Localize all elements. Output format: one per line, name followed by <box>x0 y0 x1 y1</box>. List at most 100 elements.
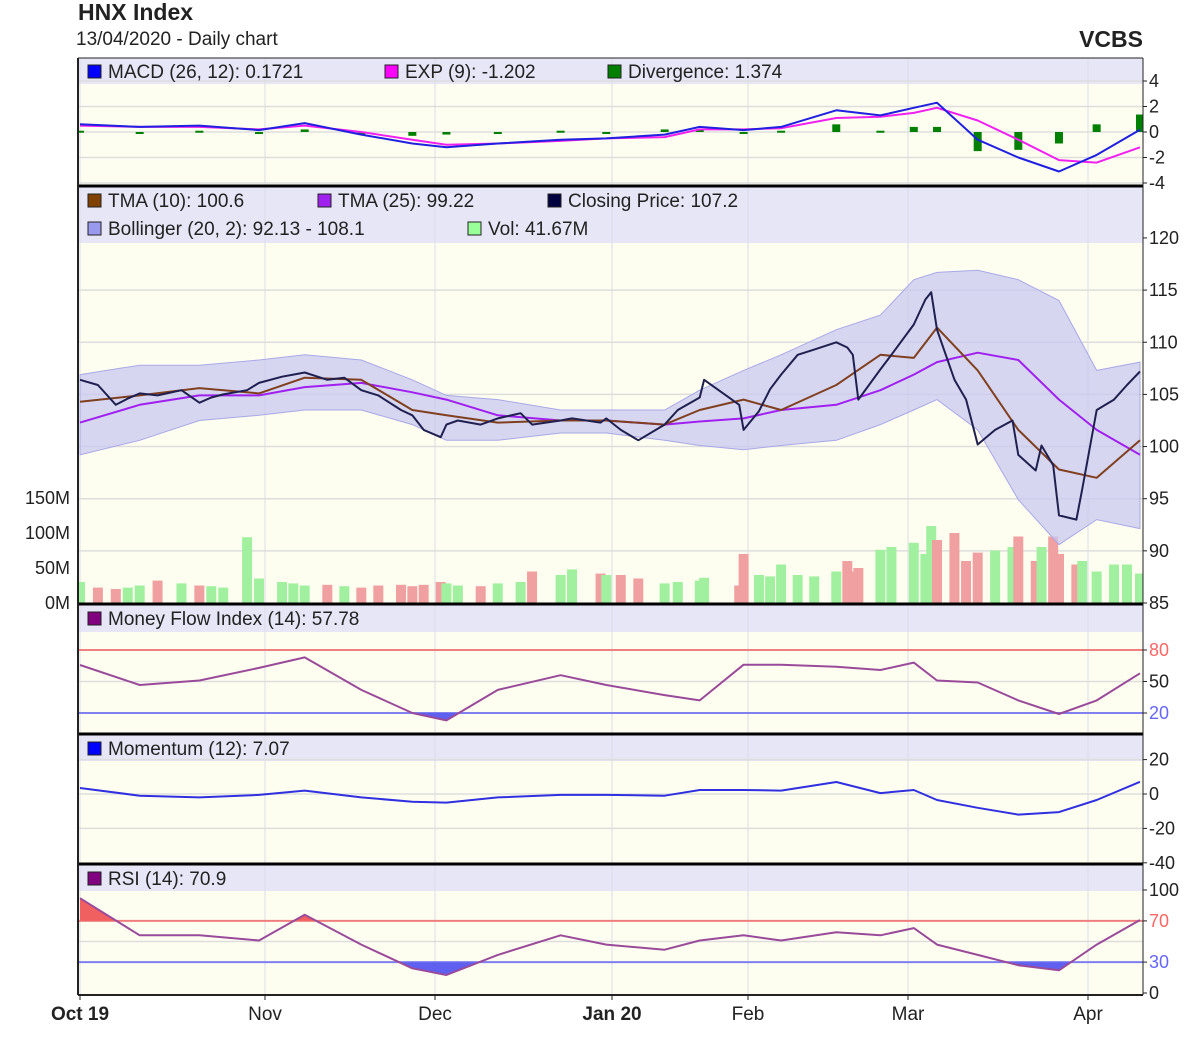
x-tick-label: Nov <box>248 1004 282 1025</box>
price-legend-label: Closing Price: 107.2 <box>568 191 738 212</box>
volume-bar <box>356 587 367 603</box>
divergence-bar <box>556 130 565 133</box>
volume-bar <box>615 575 626 603</box>
divergence-bar <box>909 126 918 132</box>
x-tick-label: Jan 20 <box>582 1004 641 1025</box>
rsi-legend-label: RSI (14): 70.9 <box>108 869 226 890</box>
rsi-tick-label: 30 <box>1149 952 1169 972</box>
price-tick-label: 90 <box>1149 541 1169 561</box>
tma10-line <box>79 326 1141 479</box>
volume-bar <box>176 583 187 603</box>
divergence-bar <box>1136 114 1143 132</box>
price-tick-label: 95 <box>1149 489 1169 509</box>
volume-tick-label: 150M <box>25 488 70 508</box>
volume-bar <box>633 578 644 603</box>
x-tick-label: Oct 19 <box>51 1004 109 1025</box>
volume-bar <box>407 586 418 603</box>
tma25-line <box>79 351 1141 456</box>
volume-bar <box>194 585 205 603</box>
macd-line <box>79 101 1141 173</box>
macd-legend-swatch <box>384 64 399 79</box>
volume-bar <box>452 585 463 603</box>
volume-bar <box>435 582 446 603</box>
rsi-legend-swatch <box>87 871 102 886</box>
volume-bar <box>754 575 765 603</box>
volume-tick-label: 50M <box>35 558 70 578</box>
price-legend-swatch <box>87 193 102 208</box>
macd-tick-label: 2 <box>1149 97 1159 117</box>
price-tick-label: 85 <box>1149 593 1169 613</box>
mfi-tick-label: 50 <box>1149 672 1169 692</box>
volume-bar <box>152 580 163 603</box>
volume-bar <box>218 587 229 603</box>
volume-bar <box>78 582 85 603</box>
divergence-bar <box>1054 132 1063 144</box>
x-tick-label: Dec <box>418 1004 452 1025</box>
momentum-tick-label: 20 <box>1149 750 1169 770</box>
price-tick-label: 120 <box>1149 228 1179 248</box>
volume-bar <box>122 587 133 603</box>
volume-bar <box>932 540 943 603</box>
volume-bar <box>853 568 864 603</box>
mfi-legend-label: Money Flow Index (14): 57.78 <box>108 609 359 630</box>
volume-bar <box>672 582 683 603</box>
volume-bar <box>515 582 526 603</box>
volume-bar <box>475 586 486 603</box>
rsi-line <box>79 897 1141 976</box>
rsi-panel-legend-band <box>78 865 1143 891</box>
volume-bar <box>339 586 350 603</box>
closing-price-line <box>79 291 1141 521</box>
brand-label: VCBS <box>1079 26 1143 52</box>
divergence-bar <box>442 132 451 135</box>
divergence-bar <box>493 132 502 134</box>
momentum-legend-swatch <box>87 741 102 756</box>
price-legend-label: TMA (25): 99.22 <box>338 191 474 212</box>
volume-bar <box>1122 564 1132 603</box>
chart-title: HNX Index <box>78 0 194 25</box>
volume-bar <box>134 585 145 603</box>
x-tick-label: Mar <box>892 1004 925 1025</box>
volume-bar <box>886 547 897 603</box>
macd-tick-label: 0 <box>1149 122 1159 142</box>
volume-bar <box>1013 536 1024 603</box>
volume-bar <box>961 561 972 603</box>
price-tick-label: 115 <box>1149 280 1178 300</box>
rsi-tick-label: 70 <box>1149 911 1169 931</box>
divergence-bar <box>1092 124 1101 132</box>
momentum-tick-label: -40 <box>1149 853 1175 873</box>
volume-bar <box>242 537 253 603</box>
volume-bar <box>1030 561 1041 603</box>
volume-bar <box>527 571 538 603</box>
divergence-bar <box>357 132 366 135</box>
volume-bar <box>908 542 919 603</box>
volume-bar <box>277 582 287 603</box>
volume-bar <box>659 583 670 603</box>
divergence-bar <box>695 129 704 132</box>
volume-bar <box>1109 564 1119 603</box>
momentum-line <box>79 780 1141 816</box>
macd-tick-label: -4 <box>1149 173 1165 193</box>
volume-bar <box>776 564 787 603</box>
macd-legend-label: EXP (9): -1.202 <box>405 62 536 83</box>
volume-bar <box>699 577 710 603</box>
divergence-bar <box>408 132 417 136</box>
macd-legend-swatch <box>87 64 102 79</box>
volume-bar <box>926 526 937 603</box>
divergence-bar <box>255 132 264 134</box>
divergence-bar <box>933 126 942 132</box>
price-legend-label: TMA (10): 100.6 <box>108 191 244 212</box>
volume-bar <box>738 554 749 603</box>
volume-bar <box>1091 571 1102 603</box>
volume-bar <box>1007 547 1018 603</box>
rsi-tick-label: 100 <box>1149 880 1179 900</box>
divergence-bar <box>739 132 748 134</box>
volume-bar <box>110 589 121 603</box>
chart-subtitle: 13/04/2020 - Daily chart <box>76 29 278 50</box>
price-tick-label: 100 <box>1149 437 1179 457</box>
volume-bar <box>601 575 612 603</box>
volume-bar <box>206 586 217 603</box>
volume-bar <box>809 576 820 603</box>
divergence-bar <box>876 130 885 133</box>
macd-legend-label: MACD (26, 12): 0.1721 <box>108 62 303 83</box>
